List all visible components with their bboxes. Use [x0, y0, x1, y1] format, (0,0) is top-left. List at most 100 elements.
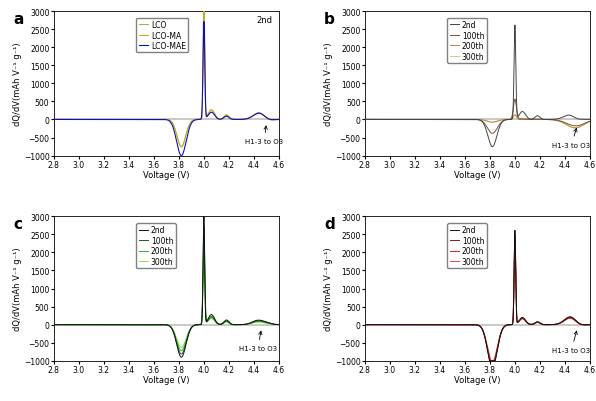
100th [50, 322, 57, 327]
Line: 100th: 100th [365, 235, 590, 361]
Line: 2nd: 2nd [365, 231, 590, 361]
LCO-MAE [157, 118, 164, 123]
200th [275, 322, 283, 327]
300th [157, 322, 164, 327]
Legend: 2nd, 100th, 200th, 300th: 2nd, 100th, 200th, 300th [136, 223, 176, 269]
Text: H1-3 to O3: H1-3 to O3 [552, 331, 591, 353]
300th [361, 118, 368, 123]
200th [487, 358, 494, 363]
Line: 200th: 200th [365, 115, 590, 129]
LCO-MA [157, 118, 164, 123]
200th [269, 322, 276, 327]
2nd [269, 322, 276, 326]
2nd [178, 355, 185, 360]
Text: c: c [13, 217, 22, 232]
100th [486, 358, 493, 363]
300th [147, 322, 154, 327]
LCO [214, 116, 221, 121]
200th [569, 126, 576, 130]
LCO-MAE [50, 118, 57, 123]
2nd [50, 322, 57, 327]
LCO [178, 145, 185, 150]
2nd [511, 228, 519, 233]
200th [200, 235, 207, 240]
2nd [361, 322, 368, 327]
Text: H1-3 to O3: H1-3 to O3 [245, 127, 283, 145]
2nd [361, 118, 368, 123]
X-axis label: Voltage (V): Voltage (V) [143, 171, 190, 180]
LCO-MAE [200, 20, 207, 25]
2nd [275, 322, 283, 327]
2nd [569, 114, 576, 119]
200th [458, 322, 465, 327]
2nd [200, 214, 207, 219]
2nd [458, 118, 465, 123]
300th [50, 322, 57, 327]
200th [145, 322, 152, 327]
LCO-MAE [145, 118, 152, 123]
100th [178, 352, 185, 356]
Y-axis label: dQ/dV(mAh V⁻¹ g⁻¹): dQ/dV(mAh V⁻¹ g⁻¹) [324, 247, 333, 330]
LCO-MAE [257, 112, 265, 117]
2nd [157, 322, 164, 327]
200th [572, 126, 579, 131]
X-axis label: Voltage (V): Voltage (V) [454, 171, 501, 180]
300th [511, 113, 519, 118]
2nd [456, 322, 463, 327]
LCO-MA [200, 10, 207, 14]
X-axis label: Voltage (V): Voltage (V) [143, 375, 190, 385]
Y-axis label: dQ/dV(mAh V⁻¹ g⁻¹): dQ/dV(mAh V⁻¹ g⁻¹) [324, 43, 333, 126]
Line: 300th: 300th [365, 115, 590, 129]
Line: 2nd: 2nd [365, 26, 590, 147]
300th [525, 118, 532, 123]
2nd [511, 24, 519, 28]
LCO-MA [145, 118, 152, 123]
Text: 2nd: 2nd [256, 16, 272, 25]
200th [361, 118, 368, 123]
100th [200, 225, 207, 229]
200th [511, 238, 519, 243]
100th [511, 97, 519, 102]
2nd [525, 321, 532, 326]
100th [275, 322, 283, 327]
300th [511, 242, 519, 247]
300th [586, 322, 594, 327]
2nd [586, 118, 594, 123]
LCO-MA [257, 112, 265, 117]
2nd [580, 117, 587, 122]
LCO-MA [50, 118, 57, 123]
300th [145, 322, 152, 327]
Legend: 2nd, 100th, 200th, 300th: 2nd, 100th, 200th, 300th [448, 19, 487, 64]
100th [214, 321, 221, 326]
300th [200, 246, 207, 251]
2nd [580, 322, 587, 327]
100th [157, 322, 164, 327]
100th [569, 124, 576, 128]
100th [511, 233, 519, 238]
Legend: 2nd, 100th, 200th, 300th: 2nd, 100th, 200th, 300th [448, 223, 487, 269]
Text: d: d [324, 217, 335, 232]
Text: H1-3 to O3: H1-3 to O3 [239, 331, 277, 351]
Line: LCO-MA: LCO-MA [54, 12, 279, 148]
100th [147, 322, 154, 327]
LCO-MAE [178, 154, 185, 159]
300th [586, 120, 594, 125]
100th [489, 132, 496, 136]
300th [580, 123, 587, 128]
100th [456, 118, 463, 123]
2nd [458, 322, 465, 327]
300th [458, 322, 465, 327]
200th [586, 120, 594, 125]
100th [580, 322, 587, 327]
LCO [275, 118, 283, 123]
100th [145, 322, 152, 327]
X-axis label: Voltage (V): Voltage (V) [454, 375, 501, 385]
LCO [269, 118, 276, 123]
100th [458, 118, 465, 123]
LCO-MAE [269, 118, 276, 123]
300th [361, 322, 368, 327]
200th [580, 123, 587, 128]
LCO [145, 118, 152, 123]
300th [525, 322, 532, 326]
LCO-MA [147, 118, 154, 123]
